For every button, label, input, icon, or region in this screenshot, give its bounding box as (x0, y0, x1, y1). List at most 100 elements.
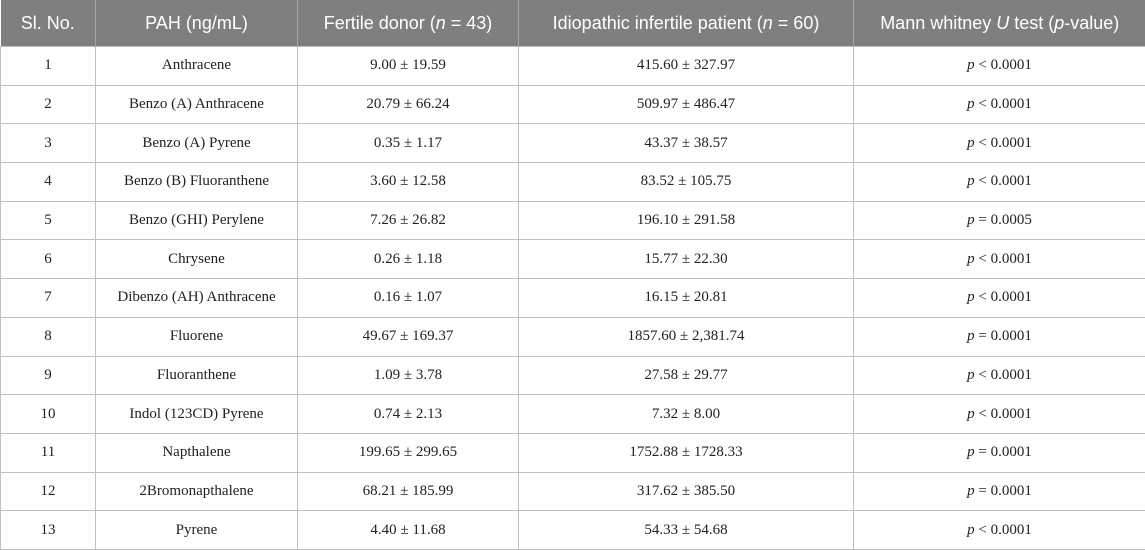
header-sl-no: Sl. No. (1, 0, 96, 47)
cell-fertile: 3.60 ± 12.58 (298, 163, 519, 202)
cell-fertile: 199.65 ± 299.65 (298, 433, 519, 472)
cell-p-value: p = 0.0001 (854, 472, 1145, 511)
p-symbol: p (967, 328, 975, 344)
cell-sl-no: 13 (1, 511, 96, 550)
header-row: Sl. No. PAH (ng/mL) Fertile donor (n = 4… (1, 0, 1145, 47)
table-row: 11 Napthalene 199.65 ± 299.65 1752.88 ± … (1, 433, 1145, 472)
cell-pah: Indol (123CD) Pyrene (96, 395, 298, 434)
cell-p-value: p < 0.0001 (854, 47, 1145, 86)
header-mw-u: U (996, 13, 1009, 33)
cell-sl-no: 4 (1, 163, 96, 202)
cell-fertile: 7.26 ± 26.82 (298, 201, 519, 240)
p-symbol: p (967, 483, 975, 499)
header-mw-suffix: -value) (1064, 13, 1119, 33)
p-value: = 0.0001 (975, 444, 1032, 460)
cell-pah: Fluorene (96, 317, 298, 356)
cell-fertile: 1.09 ± 3.78 (298, 356, 519, 395)
p-symbol: p (967, 522, 975, 538)
table-row: 3 Benzo (A) Pyrene 0.35 ± 1.17 43.37 ± 3… (1, 124, 1145, 163)
cell-sl-no: 2 (1, 85, 96, 124)
p-symbol: p (967, 444, 975, 460)
table-row: 13 Pyrene 4.40 ± 11.68 54.33 ± 54.68 p <… (1, 511, 1145, 550)
cell-pah: Benzo (A) Pyrene (96, 124, 298, 163)
p-value: = 0.0005 (975, 212, 1032, 228)
p-value: < 0.0001 (975, 251, 1032, 267)
cell-sl-no: 7 (1, 279, 96, 318)
table-row: 9 Fluoranthene 1.09 ± 3.78 27.58 ± 29.77… (1, 356, 1145, 395)
p-symbol: p (967, 406, 975, 422)
cell-fertile: 0.74 ± 2.13 (298, 395, 519, 434)
header-fertile-donor: Fertile donor (n = 43) (298, 0, 519, 47)
cell-pah: Napthalene (96, 433, 298, 472)
p-value: < 0.0001 (975, 57, 1032, 73)
cell-pah: Dibenzo (AH) Anthracene (96, 279, 298, 318)
cell-fertile: 4.40 ± 11.68 (298, 511, 519, 550)
cell-infertile: 1857.60 ± 2,381.74 (519, 317, 854, 356)
cell-sl-no: 1 (1, 47, 96, 86)
table-row: 6 Chrysene 0.26 ± 1.18 15.77 ± 22.30 p <… (1, 240, 1145, 279)
header-mw-mid: test ( (1009, 13, 1054, 33)
table-header: Sl. No. PAH (ng/mL) Fertile donor (n = 4… (1, 0, 1145, 47)
cell-infertile: 43.37 ± 38.57 (519, 124, 854, 163)
cell-p-value: p = 0.0005 (854, 201, 1145, 240)
p-symbol: p (967, 367, 975, 383)
cell-sl-no: 9 (1, 356, 96, 395)
cell-pah: Benzo (GHI) Perylene (96, 201, 298, 240)
cell-infertile: 83.52 ± 105.75 (519, 163, 854, 202)
header-infertile-prefix: Idiopathic infertile patient ( (553, 13, 763, 33)
header-fertile-n: n (436, 13, 446, 33)
header-mann-whitney: Mann whitney U test (p-value) (854, 0, 1145, 47)
cell-p-value: p < 0.0001 (854, 85, 1145, 124)
cell-sl-no: 5 (1, 201, 96, 240)
cell-fertile: 0.26 ± 1.18 (298, 240, 519, 279)
cell-pah: Pyrene (96, 511, 298, 550)
cell-p-value: p < 0.0001 (854, 395, 1145, 434)
cell-infertile: 16.15 ± 20.81 (519, 279, 854, 318)
p-value: < 0.0001 (975, 173, 1032, 189)
header-mw-p: p (1054, 13, 1064, 33)
cell-infertile: 509.97 ± 486.47 (519, 85, 854, 124)
cell-sl-no: 12 (1, 472, 96, 511)
table-row: 1 Anthracene 9.00 ± 19.59 415.60 ± 327.9… (1, 47, 1145, 86)
cell-p-value: p < 0.0001 (854, 356, 1145, 395)
cell-pah: Fluoranthene (96, 356, 298, 395)
header-pah: PAH (ng/mL) (96, 0, 298, 47)
cell-infertile: 415.60 ± 327.97 (519, 47, 854, 86)
p-value: < 0.0001 (975, 289, 1032, 305)
cell-fertile: 0.16 ± 1.07 (298, 279, 519, 318)
cell-infertile: 1752.88 ± 1728.33 (519, 433, 854, 472)
cell-sl-no: 6 (1, 240, 96, 279)
cell-pah: Chrysene (96, 240, 298, 279)
cell-fertile: 9.00 ± 19.59 (298, 47, 519, 86)
cell-sl-no: 8 (1, 317, 96, 356)
p-value: < 0.0001 (975, 135, 1032, 151)
cell-sl-no: 10 (1, 395, 96, 434)
cell-sl-no: 11 (1, 433, 96, 472)
table-body: 1 Anthracene 9.00 ± 19.59 415.60 ± 327.9… (1, 47, 1145, 550)
cell-p-value: p < 0.0001 (854, 511, 1145, 550)
table-row: 4 Benzo (B) Fluoranthene 3.60 ± 12.58 83… (1, 163, 1145, 202)
cell-infertile: 196.10 ± 291.58 (519, 201, 854, 240)
cell-infertile: 7.32 ± 8.00 (519, 395, 854, 434)
p-symbol: p (967, 173, 975, 189)
table-row: 10 Indol (123CD) Pyrene 0.74 ± 2.13 7.32… (1, 395, 1145, 434)
cell-p-value: p < 0.0001 (854, 124, 1145, 163)
header-infertile-patient: Idiopathic infertile patient (n = 60) (519, 0, 854, 47)
cell-pah: Anthracene (96, 47, 298, 86)
cell-pah: Benzo (A) Anthracene (96, 85, 298, 124)
header-infertile-n: n (763, 13, 773, 33)
header-fertile-suffix: = 43) (446, 13, 493, 33)
p-symbol: p (967, 135, 975, 151)
cell-sl-no: 3 (1, 124, 96, 163)
table-row: 2 Benzo (A) Anthracene 20.79 ± 66.24 509… (1, 85, 1145, 124)
header-infertile-suffix: = 60) (773, 13, 820, 33)
p-symbol: p (967, 57, 975, 73)
header-fertile-prefix: Fertile donor ( (324, 13, 436, 33)
p-value: < 0.0001 (975, 522, 1032, 538)
cell-pah: 2Bromonapthalene (96, 472, 298, 511)
cell-p-value: p = 0.0001 (854, 317, 1145, 356)
p-symbol: p (967, 96, 975, 112)
cell-fertile: 68.21 ± 185.99 (298, 472, 519, 511)
p-symbol: p (967, 251, 975, 267)
